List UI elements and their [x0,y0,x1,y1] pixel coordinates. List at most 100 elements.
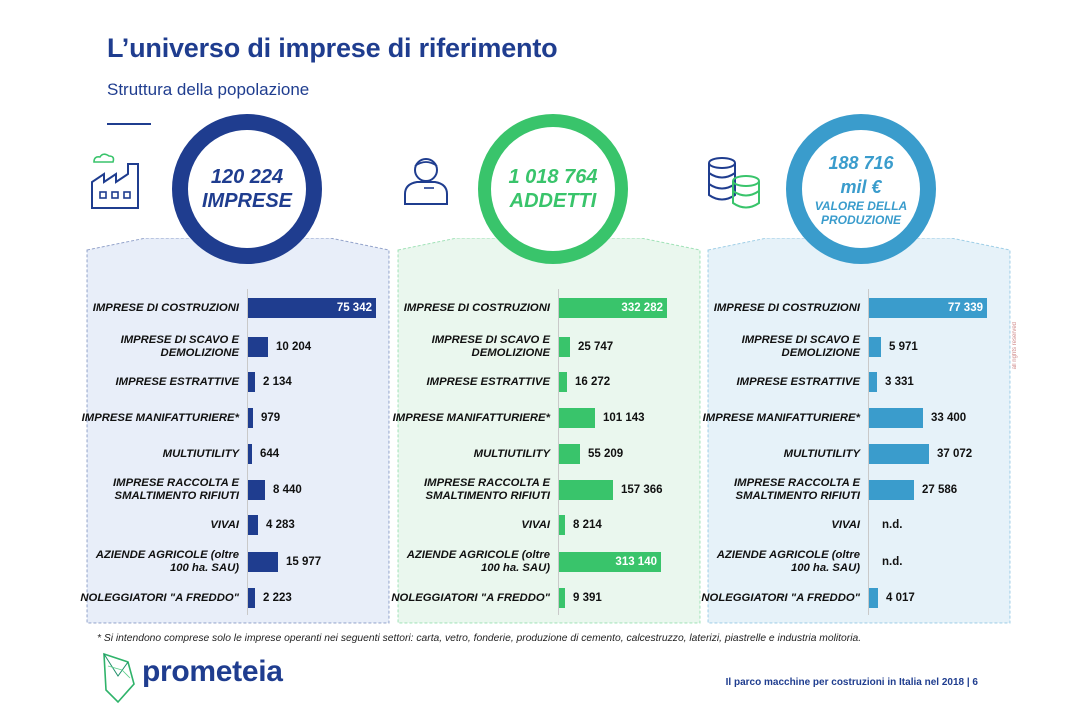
total-unit: mil € [840,177,882,197]
bar [248,372,255,392]
total-unit: IMPRESE [201,190,293,212]
bar [248,408,253,428]
bar [248,552,278,572]
side-note: all rights reserved [1012,322,1018,370]
bar [559,337,570,357]
data-label: 8 440 [273,484,302,496]
bar-row-aziende-agricole-oltre-100-ha-sau: AZIENDE AGRICOLE (oltre 100 ha. SAU) n.d. [707,547,1011,577]
panel-3: IMPRESE DI COSTRUZIONI 77 339 IMPRESE DI S… [701,238,1011,624]
data-label: 4 017 [886,592,915,604]
bar-row-imprese-estrattive: IMPRESE ESTRATTIVE 16 272 [397,367,701,397]
category-label: IMPRESE MANIFATTURIERE* [702,411,860,424]
category-label: IMPRESE DI SCAVO E DEMOLIZIONE [431,334,550,359]
category-label: IMPRESE ESTRATTIVE [115,375,239,388]
bar-row-multiutility: MULTIUTILITY 37 072 [707,439,1011,469]
bar [559,552,661,572]
bar-row-imprese-di-scavo-e-demolizione: IMPRESE DI SCAVO E DEMOLIZIONE 5 971 [707,332,1011,362]
bar [559,372,567,392]
panel-1: IMPRESE DI COSTRUZIONI 75 342 IMPRESE DI S… [80,238,390,624]
bar [869,480,914,500]
total-ring: 188 716 mil € VALORE DELLA PRODUZIONE [786,114,936,264]
bar [248,337,268,357]
bar-row-imprese-manifatturiere: IMPRESE MANIFATTURIERE* 101 143 [393,403,701,433]
bar [248,298,376,318]
data-label: 4 283 [266,519,295,531]
data-label: 2 223 [263,592,292,604]
category-label: NOLEGGIATORI "A FREDDO" [391,591,550,604]
data-label: 27 586 [922,484,958,496]
bar-row-imprese-raccolta-e-smaltimento-rifiuti: IMPRESE RACCOLTA E SMALTIMENTO RIFIUTI 15… [397,475,701,505]
data-label: 5 971 [889,341,918,353]
data-label: 157 366 [621,484,663,496]
panel-background [397,238,701,624]
bar [559,444,580,464]
logo-text: prometeia [142,655,283,688]
page-footer: Il parco macchine per costruzioni in Ita… [725,677,978,688]
bar-row-noleggiatori-a-freddo: NOLEGGIATORI "A FREDDO" 9 391 [391,583,701,613]
bar-row-imprese-manifatturiere: IMPRESE MANIFATTURIERE* 33 400 [703,403,1011,433]
data-label: 75 342 [336,302,372,314]
category-label: IMPRESE MANIFATTURIERE* [392,411,550,424]
bar-row-imprese-di-scavo-e-demolizione: IMPRESE DI SCAVO E DEMOLIZIONE 10 204 [86,332,390,362]
data-label: 979 [261,412,281,424]
category-label: IMPRESE DI COSTRUZIONI [713,301,860,314]
data-label: n.d. [882,556,903,568]
data-label: 3 331 [885,376,914,388]
total-caption: VALORE DELLA PRODUZIONE [814,199,908,227]
category-label: IMPRESE DI COSTRUZIONI [92,301,239,314]
bar-row-noleggiatori-a-freddo: NOLEGGIATORI "A FREDDO" 4 017 [701,583,1011,613]
total-value: 1 018 764 [508,166,598,188]
data-label: 15 977 [286,556,322,568]
bar-axis [558,289,559,615]
factory-icon [88,152,146,215]
data-label: 33 400 [931,412,967,424]
bar [869,372,877,392]
bar [248,480,265,500]
page-title: L’universo di imprese di riferimento [107,33,558,63]
data-label: 101 143 [603,412,645,424]
panel-background [86,238,390,624]
bar [869,337,881,357]
total-ring: 1 018 764 ADDETTI [478,114,628,264]
bar-axis [868,289,869,615]
bar [248,515,258,535]
category-label: AZIENDE AGRICOLE (oltre 100 ha. SAU) [95,549,239,574]
panel-background [707,238,1011,624]
bar-row-multiutility: MULTIUTILITY 55 209 [397,439,701,469]
bar-row-noleggiatori-a-freddo: NOLEGGIATORI "A FREDDO" 2 223 [80,583,390,613]
bar-row-imprese-manifatturiere: IMPRESE MANIFATTURIERE* 979 [82,403,390,433]
panel-2: IMPRESE DI COSTRUZIONI 332 282 IMPRESE DI … [391,238,701,624]
category-label: MULTIUTILITY [162,447,239,460]
data-label: 16 272 [575,376,611,388]
category-label: MULTIUTILITY [473,447,550,460]
data-label: 9 391 [573,592,602,604]
category-label: AZIENDE AGRICOLE (oltre 100 ha. SAU) [406,549,550,574]
data-label: 8 214 [573,519,602,531]
title-divider [107,123,151,125]
bar [559,480,613,500]
data-label: 25 747 [578,341,614,353]
category-label: IMPRESE RACCOLTA E SMALTIMENTO RIFIUTI [113,477,239,502]
page-subtitle: Struttura della popolazione [107,80,310,99]
bar-row-vivai: VIVAI 4 283 [86,510,390,540]
footnote: * Si intendono comprese solo le imprese … [97,633,862,644]
category-label: IMPRESE DI SCAVO E DEMOLIZIONE [741,334,860,359]
bar-row-imprese-di-scavo-e-demolizione: IMPRESE DI SCAVO E DEMOLIZIONE 25 747 [397,332,701,362]
category-label: IMPRESE ESTRATTIVE [426,375,550,388]
category-label: IMPRESE DI SCAVO E DEMOLIZIONE [120,334,239,359]
total-value: 120 224 [210,166,284,188]
bar [248,444,252,464]
data-label: 37 072 [937,448,973,460]
bar-row-vivai: VIVAI 8 214 [397,510,701,540]
category-label: IMPRESE DI COSTRUZIONI [403,301,550,314]
prometeia-logo-icon [103,652,135,704]
data-label: n.d. [882,519,903,531]
total-ring: 120 224 IMPRESE [172,114,322,264]
category-label: VIVAI [831,518,860,531]
bar [559,588,565,608]
bar [869,408,923,428]
bar-row-aziende-agricole-oltre-100-ha-sau: AZIENDE AGRICOLE (oltre 100 ha. SAU) 313 … [397,547,701,577]
person-icon [402,154,450,211]
bar [559,408,595,428]
data-label: 77 339 [947,302,983,314]
